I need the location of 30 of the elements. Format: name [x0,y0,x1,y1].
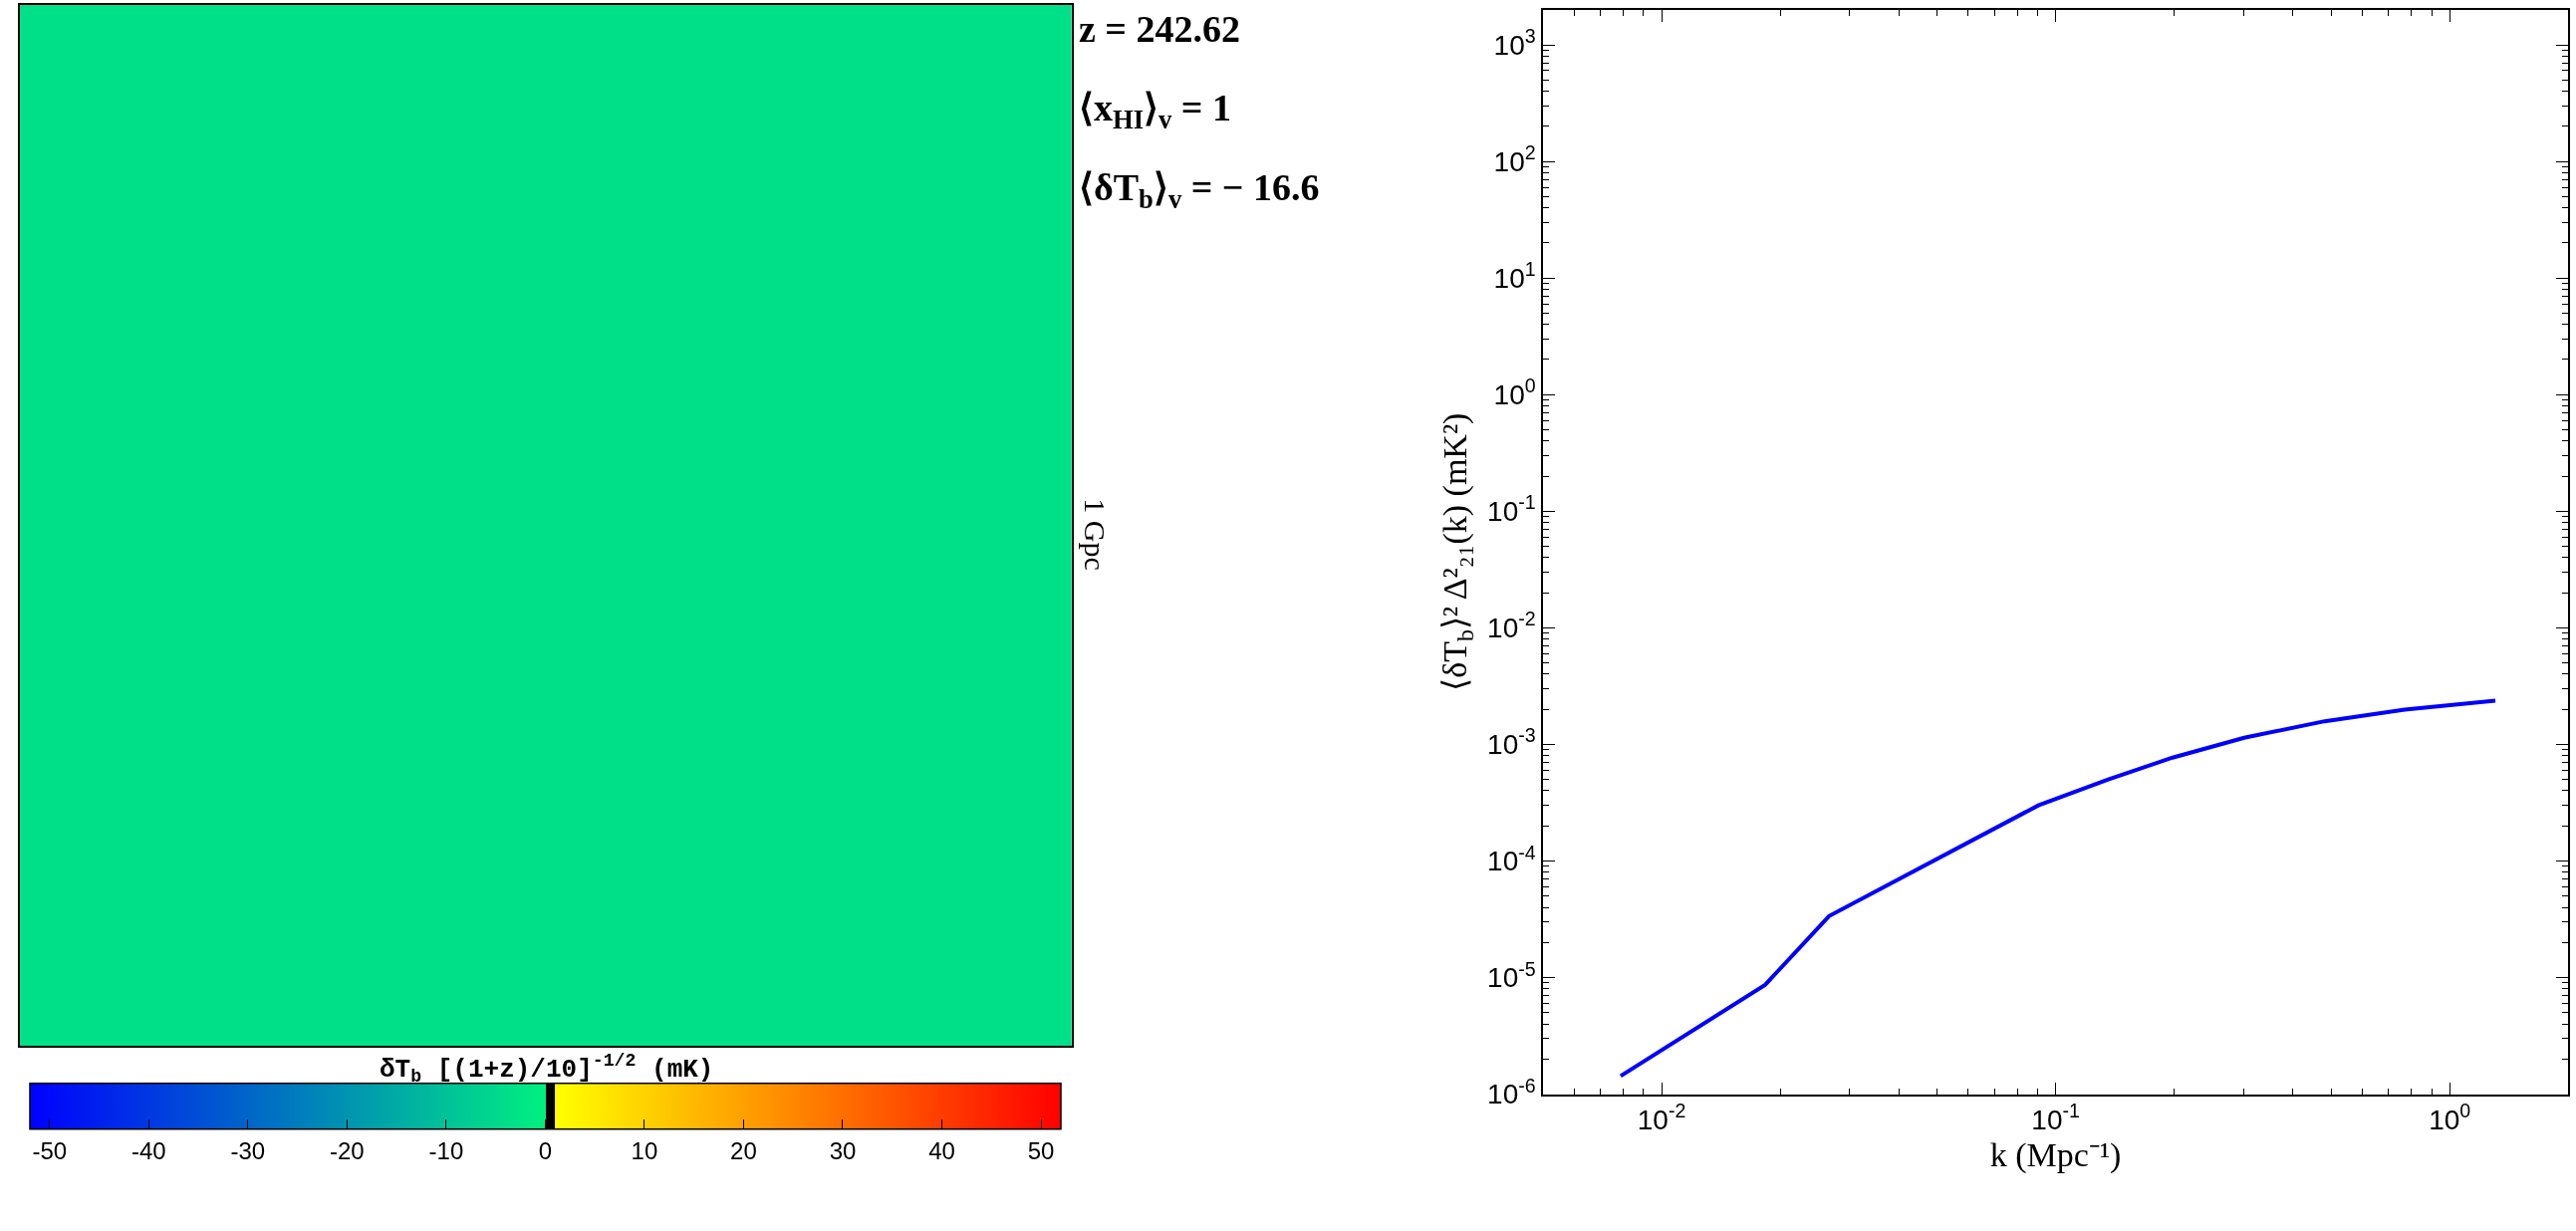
y-tick-label: 10$^{-5}$ [1487,957,1536,994]
color-bar-label: -50 [32,1136,68,1164]
color-bar-label: 10 [631,1136,658,1164]
y-tick-label: 10$^{-6}$ [1487,1074,1536,1110]
color-bar-label: -20 [330,1136,365,1164]
color-bar-label: 20 [730,1136,757,1164]
color-bar-label: 40 [928,1136,955,1164]
x-tick-label: 10$^{-2}$ [1637,1100,1686,1135]
y-tick-label: 10$^{-4}$ [1487,841,1536,877]
color-bar-label: 50 [1027,1136,1055,1164]
y-tick-label: 10$^{0}$ [1493,374,1536,410]
y-tick-label: 10$^{-2}$ [1487,608,1536,644]
color-bar-label: -40 [130,1136,166,1164]
y-tick-label: 10$^{1}$ [1493,258,1536,294]
x-tick-label: 10$^{0}$ [2429,1100,2471,1135]
text: ⟨δT$_{b}$⟩$_{v}$ = − 16.6 [1079,166,1320,214]
text: ⟨x$_{HI}$⟩$_{v}$ = 1 [1079,87,1231,134]
color-bar-title: δT$_{b}$ [(1+z)/10]$^{-1/2}$ (mK) [380,1051,714,1088]
text: 1 Gpc [1079,498,1113,571]
y-tick-label: 10$^{3}$ [1493,25,1536,61]
text: z = 242.62 [1079,8,1241,50]
x-axis-title: k (Mpc⁻¹) [1989,1135,2122,1174]
x-tick-label: 10$^{-1}$ [2031,1100,2080,1135]
y-tick-label: 10$^{2}$ [1493,141,1536,177]
color-bar-label: -30 [230,1136,266,1164]
color-bar-label: 0 [538,1136,553,1164]
color-bar-label: 30 [829,1136,857,1164]
y-tick-label: 10$^{-3}$ [1487,724,1536,761]
color-bar-label: -10 [428,1136,464,1164]
y-tick-label: 10$^{-1}$ [1487,491,1536,528]
